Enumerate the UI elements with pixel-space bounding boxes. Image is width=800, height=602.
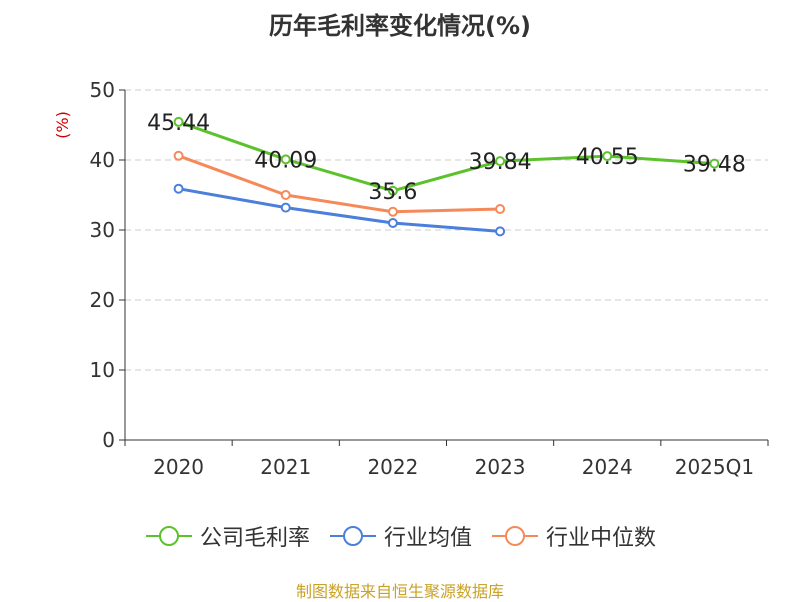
data-point <box>495 156 506 167</box>
data-point <box>602 151 613 162</box>
legend-label: 行业均值 <box>383 526 472 551</box>
grid-lines <box>125 89 768 371</box>
y-tick-label: 10 <box>90 358 115 382</box>
data-point <box>495 204 506 214</box>
x-tick-label: 2024 <box>582 455 633 479</box>
legend-marker-icon <box>492 526 538 546</box>
y-tick-label: 20 <box>90 288 115 312</box>
series-line <box>178 154 501 214</box>
data-point <box>173 116 184 127</box>
data-label: 40.09 <box>254 148 317 173</box>
data-label: 45.44 <box>147 111 210 136</box>
y-tick-label: 30 <box>90 218 115 242</box>
legend: 公司毛利率 行业均值 行业中位数 <box>0 518 800 554</box>
data-point <box>387 218 398 228</box>
data-point <box>280 202 291 213</box>
data-point <box>709 158 720 169</box>
data-label: 40.55 <box>576 145 639 170</box>
y-tick-label: 40 <box>90 148 115 172</box>
legend-marker-icon <box>329 526 376 546</box>
data-labels: 45.44 40.09 35.6 39.84 40.55 39.48 <box>147 111 746 205</box>
x-tick-label: 2025Q1 <box>675 455 754 479</box>
chart-title: 历年毛利率变化情况(%) <box>269 12 531 40</box>
y-axis-label: (%) <box>53 111 72 139</box>
data-point <box>495 226 506 237</box>
source-note: 制图数据来自恒生聚源数据库 <box>295 582 504 601</box>
legend-label: 公司毛利率 <box>199 526 310 551</box>
data-label: 35.6 <box>368 180 417 205</box>
x-tick-label: 2023 <box>475 455 526 479</box>
data-point <box>387 206 398 217</box>
y-tick-label: 50 <box>90 78 115 102</box>
legend-item[interactable]: 公司毛利率 <box>144 520 310 552</box>
data-point <box>173 183 184 194</box>
data-label: 39.84 <box>469 150 532 175</box>
data-label: 39.48 <box>683 153 746 178</box>
y-tick-label: 0 <box>102 428 115 452</box>
x-tick-label: 2020 <box>153 455 204 479</box>
series-lines <box>173 116 720 237</box>
data-point <box>280 190 291 200</box>
legend-label: 行业中位数 <box>546 526 657 551</box>
x-tick-label: 2022 <box>367 455 418 479</box>
series-line <box>178 120 715 193</box>
legend-item[interactable]: 行业均值 <box>328 520 472 552</box>
data-point <box>173 150 184 161</box>
series-line <box>178 187 501 233</box>
x-tick-label: 2021 <box>260 455 311 479</box>
data-point <box>280 154 291 165</box>
legend-item[interactable]: 行业中位数 <box>490 520 656 552</box>
axes: 0 10 20 30 40 50 2020 2021 2022 2023 2024 2025Q1 (%) <box>53 78 769 479</box>
data-point <box>387 185 398 196</box>
legend-marker-icon <box>145 526 192 546</box>
